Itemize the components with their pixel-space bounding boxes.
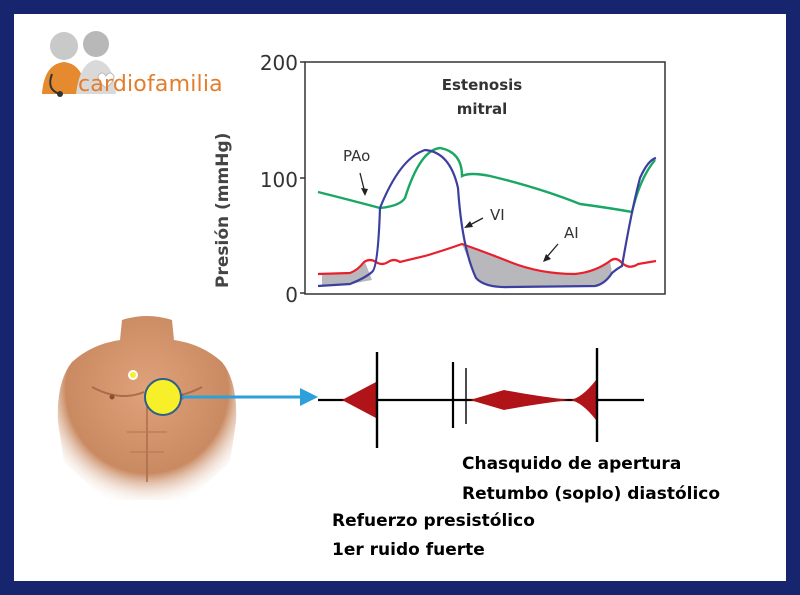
ytick-0: 0 — [285, 283, 298, 307]
series-ai-line — [317, 242, 657, 276]
doctor-logo-icon — [42, 31, 116, 97]
ytick-200: 200 — [260, 51, 298, 75]
label-loud-s1: 1er ruido fuerte — [332, 540, 485, 560]
phonocardiogram — [318, 348, 644, 448]
y-axis-label: Presión (mmHg) — [213, 133, 233, 288]
logo-text: cardiofamilia — [78, 72, 223, 97]
stethoscope-point-icon — [144, 378, 182, 416]
torso-image — [57, 316, 237, 500]
series-ai-label: AI — [564, 224, 579, 242]
series-pao-label: PAo — [343, 147, 370, 165]
stethoscope-arrow — [144, 378, 318, 416]
diastolic-gradient-fill — [462, 244, 612, 288]
chart-title-line1: Estenosis — [442, 76, 523, 94]
pressure-chart: 200 100 0 Presión (mmHg) Estenosis mitra… — [213, 51, 666, 307]
auscultation-spot-icon — [128, 370, 138, 380]
ytick-100: 100 — [260, 168, 298, 192]
presystolic-murmur — [342, 382, 376, 418]
series-pao-line — [317, 146, 656, 214]
series-vi-line — [317, 148, 657, 289]
label-diastolic-rumble: Retumbo (soplo) diastólico — [462, 484, 721, 504]
chart-title-line2: mitral — [457, 100, 508, 118]
label-opening-snap: Chasquido de apertura — [462, 454, 682, 474]
diastolic-rumble — [470, 380, 596, 420]
label-presystolic-accentuation: Refuerzo presistólico — [332, 511, 535, 531]
series-vi-label: VI — [490, 206, 505, 224]
